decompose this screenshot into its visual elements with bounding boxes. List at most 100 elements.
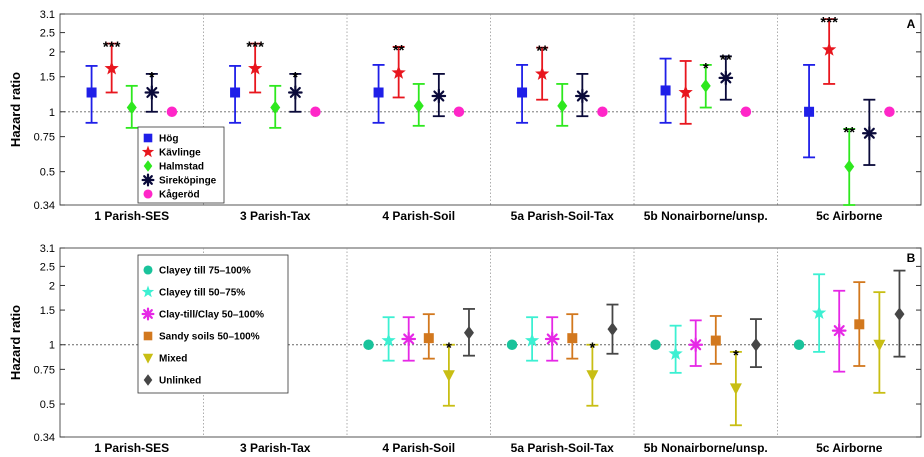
data-point xyxy=(506,339,518,350)
x-category-label: 1 Parish-SES xyxy=(94,441,169,455)
data-point-stroke xyxy=(863,127,875,139)
legend-label: Clayey till 75–100% xyxy=(159,266,251,277)
data-point xyxy=(597,106,608,118)
legend-marker xyxy=(141,285,155,298)
data-point xyxy=(844,159,855,174)
data-point xyxy=(607,322,618,336)
data-point xyxy=(270,100,281,115)
data-point xyxy=(310,106,321,118)
data-point xyxy=(811,305,827,320)
legend-panel-A: Hög Kävlinge Halmstad Sireköpinge Kågeröd xyxy=(137,126,225,204)
y-tick-label: 1 xyxy=(49,107,55,119)
legend-label: Hög xyxy=(159,134,178,145)
series-Sireköpinge: * * ** xyxy=(144,51,877,166)
series-Kågeröd xyxy=(166,106,895,118)
data-point xyxy=(668,346,683,360)
significance-label: ** xyxy=(843,124,855,141)
data-point xyxy=(793,339,805,350)
data-point xyxy=(831,323,847,338)
x-category-label: 3 Parish-Tax xyxy=(240,209,311,223)
data-point-stroke xyxy=(833,325,845,337)
data-point xyxy=(750,337,761,352)
y-tick-label: 0.5 xyxy=(40,399,55,411)
legend-label: Mixed xyxy=(159,354,187,365)
data-point xyxy=(524,333,540,347)
y-axis-label: Hazard ratio xyxy=(8,305,23,380)
data-point xyxy=(363,339,374,350)
significance-label: * xyxy=(733,347,739,364)
x-category-label: 5b Nonairborne/unsp. xyxy=(644,209,768,223)
legend-label: Unlinked xyxy=(159,376,201,387)
legend-panel-B: Clayey till 75–100% Clayey till 50–75% Cla… xyxy=(137,254,289,394)
data-point xyxy=(86,87,97,98)
panel-A: 0.34 0.5 0.75 1 1.5 2 2.5 3.1 Hazard ratio A 1 Par… xyxy=(8,9,922,223)
data-point xyxy=(144,85,160,100)
significance-label: ** xyxy=(393,42,405,59)
data-point-stroke xyxy=(546,333,558,345)
legend-label: Sandy soils 50–100% xyxy=(159,332,260,343)
legend-label: Clay-till/Clay 50–100% xyxy=(159,310,264,321)
data-point xyxy=(804,106,815,117)
legend-marker xyxy=(141,173,155,187)
data-point xyxy=(688,337,704,353)
data-point xyxy=(104,61,119,75)
data-point xyxy=(650,339,661,350)
data-point xyxy=(700,79,711,93)
x-category-label: 5c Airborne xyxy=(816,441,883,455)
x-category-label: 4 Parish-Soil xyxy=(382,441,455,455)
data-point xyxy=(230,87,241,98)
legend-marker xyxy=(142,353,154,364)
data-point xyxy=(557,99,568,113)
y-tick-label: 1 xyxy=(49,340,55,352)
legend-label: Halmstad xyxy=(159,162,204,173)
series-Hög xyxy=(85,57,816,159)
x-category-label: 5c Airborne xyxy=(816,209,883,223)
x-category-label: 5a Parish-Soil-Tax xyxy=(511,441,614,455)
legend-box xyxy=(137,126,225,204)
data-point xyxy=(861,125,877,141)
panel-letter: B xyxy=(907,251,916,265)
data-point xyxy=(544,331,560,347)
data-point xyxy=(574,88,590,104)
legend-marker xyxy=(141,145,155,158)
legend-box xyxy=(137,254,289,394)
significance-label: * xyxy=(149,69,155,86)
legend-label: Kävlinge xyxy=(159,148,201,159)
x-category-label: 4 Parish-Soil xyxy=(382,209,455,223)
y-tick-label: 0.75 xyxy=(34,364,55,376)
significance-label: ** xyxy=(536,43,548,60)
significance-label: *** xyxy=(103,39,121,56)
y-tick-label: 0.34 xyxy=(34,200,55,212)
series-Clayey till 75–100% xyxy=(363,339,805,350)
data-point-stroke xyxy=(433,90,445,102)
data-point xyxy=(822,42,837,56)
significance-label: * xyxy=(589,340,595,357)
legend-marker xyxy=(141,307,155,321)
data-point xyxy=(894,307,905,321)
data-point xyxy=(391,65,406,79)
x-category-label: 5a Parish-Soil-Tax xyxy=(511,209,614,223)
significance-label: *** xyxy=(820,14,838,31)
data-point xyxy=(873,339,886,352)
data-point xyxy=(423,333,434,344)
y-tick-label: 2.5 xyxy=(40,28,55,40)
series-Clayey till 50–75% xyxy=(381,273,827,374)
legend-marker xyxy=(143,189,153,199)
legend-marker xyxy=(143,133,153,143)
y-tick-label: 2 xyxy=(49,280,55,292)
data-point-stroke xyxy=(576,90,588,102)
significance-label: ** xyxy=(720,51,732,68)
y-tick-label: 1.5 xyxy=(40,305,55,317)
legend-label: Clayey till 50–75% xyxy=(159,288,245,299)
data-point xyxy=(463,326,474,340)
data-point xyxy=(248,61,263,75)
legend-marker-stroke xyxy=(143,309,153,319)
y-tick-label: 2 xyxy=(49,47,55,59)
data-point xyxy=(287,85,303,100)
legend-marker xyxy=(143,331,153,341)
data-point xyxy=(718,70,734,86)
legend-marker xyxy=(143,160,153,172)
data-point xyxy=(431,88,447,104)
data-point xyxy=(126,100,137,115)
